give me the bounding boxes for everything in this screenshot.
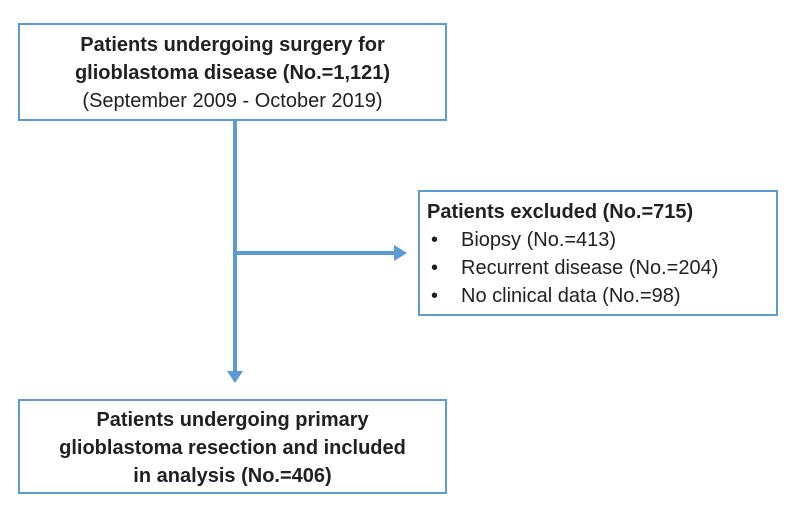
included-box-line3: in analysis (No.=406) — [133, 465, 332, 487]
surgery-box-line1: Patients undergoing surgery for — [80, 34, 385, 56]
excluded-item: • Recurrent disease (No.=204) — [427, 254, 768, 282]
surgery-box-date-range: (September 2009 - October 2019) — [82, 90, 383, 112]
bullet-icon: • — [431, 285, 439, 307]
surgery-box-line2: glioblastoma disease (No.=1,121) — [74, 62, 391, 84]
included-box-line2: glioblastoma resection and included — [59, 437, 406, 459]
bullet-icon: • — [431, 229, 439, 251]
excluded-item-label: Recurrent disease (No.=204) — [461, 257, 719, 279]
box-surgery-patients: Patients undergoing surgery for glioblas… — [18, 23, 447, 121]
box-included-patients: Patients undergoing primary glioblastoma… — [18, 399, 447, 494]
excluded-item-label: Biopsy (No.=413) — [461, 229, 617, 251]
box-excluded-patients: Patients excluded (No.=715) • Biopsy (No… — [418, 190, 778, 316]
excluded-item-label: No clinical data (No.=98) — [461, 285, 681, 307]
excluded-item: • Biopsy (No.=413) — [427, 226, 768, 254]
arrow-right-icon — [394, 245, 407, 261]
included-box-line1: Patients undergoing primary — [96, 409, 369, 431]
bullet-icon: • — [431, 257, 439, 279]
connector-line-vertical — [233, 121, 237, 371]
excluded-item: • No clinical data (No.=98) — [427, 282, 768, 310]
arrow-down-icon — [227, 371, 243, 383]
excluded-box-title: Patients excluded (No.=715) — [427, 201, 694, 223]
connector-line-horizontal — [235, 251, 394, 255]
